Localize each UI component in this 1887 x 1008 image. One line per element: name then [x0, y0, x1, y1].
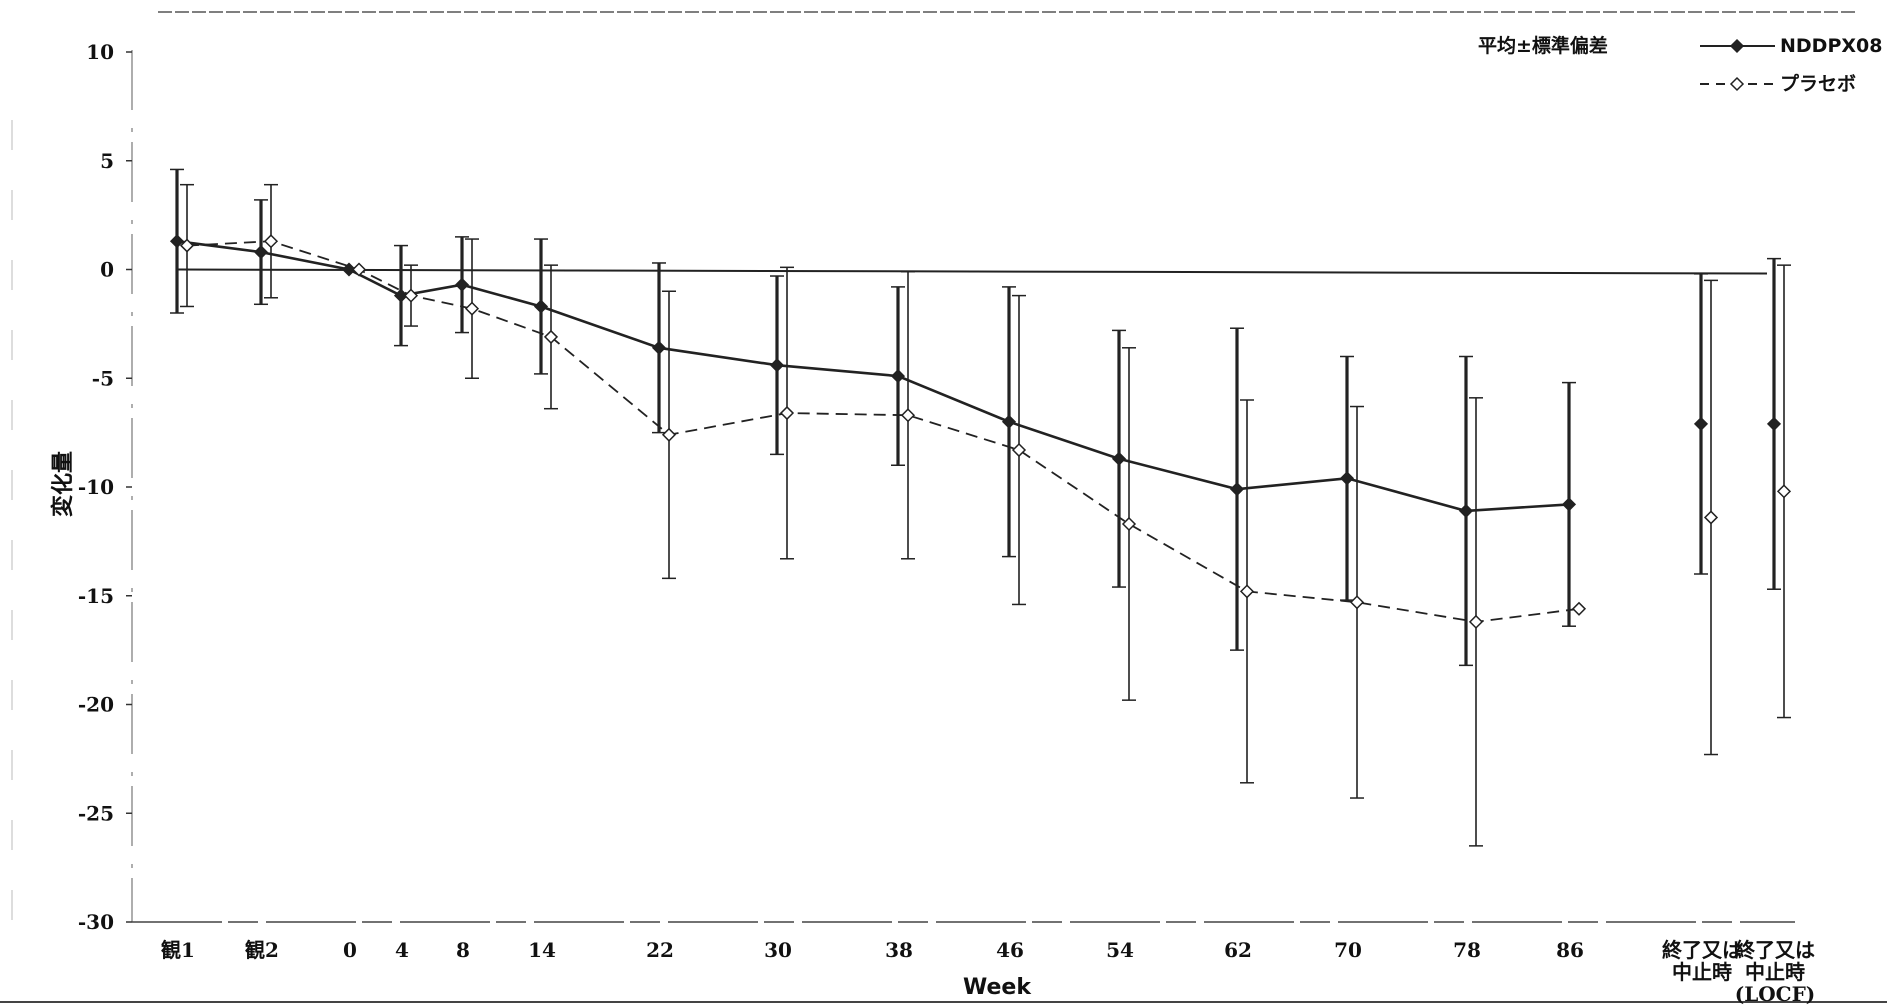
filled-diamond-marker: [1766, 416, 1782, 431]
x-tick-label-line: 46: [996, 938, 1024, 962]
zero-reference-line: [177, 268, 1768, 275]
filled-diamond-marker: [253, 245, 269, 260]
open-diamond-marker: [263, 234, 279, 249]
y-tick-label: -10: [78, 475, 114, 499]
x-tick-label: 70: [1334, 938, 1362, 962]
x-tick-label-line: 30: [764, 938, 792, 962]
filled-diamond-marker: [1111, 451, 1127, 466]
plot-area: [169, 168, 1792, 847]
x-tick-label-line: 終了又は: [1662, 938, 1742, 962]
x-tick-label-line: 0: [343, 938, 357, 962]
y-axis: 10 5 0 -5 -10 -15 -20 -25 -30: [78, 40, 133, 934]
x-tick-label-line: 観2: [245, 938, 279, 962]
open-diamond-marker: [1468, 614, 1484, 629]
open-diamond-marker: [351, 262, 367, 277]
y-tick-label: 5: [100, 149, 114, 173]
y-tick-label: -30: [78, 910, 114, 934]
x-tick-label-line: 38: [885, 938, 913, 962]
y-tick-label: -20: [78, 693, 114, 717]
x-tick-label: 観1: [161, 938, 195, 962]
series-line: [186, 240, 1580, 623]
filled-diamond-marker: [890, 369, 906, 384]
x-tick-label-line: 8: [456, 938, 470, 962]
filled-diamond-marker: [769, 358, 785, 373]
filled-diamond-marker: [393, 288, 409, 303]
x-tick-label: 30: [764, 938, 792, 962]
filled-diamond-marker: [1229, 482, 1245, 497]
open-diamond-marker: [543, 329, 559, 344]
x-tick-label-line: 観1: [161, 938, 195, 962]
x-tick-label-line: 14: [528, 938, 556, 962]
x-tick-label-line: 22: [646, 938, 674, 962]
x-tick-label-line: 86: [1556, 938, 1584, 962]
x-axis: 観1 観2 0 4 8 14 22 30 38 46 54 62 70 78 86 終了又は中止時終了又は中止…: [132, 921, 1816, 1006]
open-diamond-marker: [1121, 516, 1137, 532]
x-tick-label: 62: [1224, 938, 1252, 962]
y-tick-label: 0: [100, 258, 114, 282]
open-diamond-marker: [464, 301, 480, 316]
y-tick-label: -5: [92, 366, 114, 390]
open-diamond-marker: [1239, 584, 1255, 599]
x-tick-label: 54: [1106, 938, 1134, 962]
x-tick-label: 8: [456, 938, 470, 962]
x-tick-label: 4: [395, 938, 409, 962]
x-tick-label: 0: [343, 938, 357, 962]
y-tick-label: 10: [86, 40, 114, 64]
x-tick-label-line: (LOCF): [1735, 982, 1816, 1006]
filled-diamond-marker: [651, 340, 667, 355]
open-diamond-marker: [1703, 510, 1719, 525]
y-tick-label: -25: [78, 801, 114, 825]
x-tick-label-line: 78: [1453, 938, 1481, 962]
x-tick-label-line: 中止時: [1745, 960, 1805, 984]
open-diamond-marker: [1011, 442, 1027, 458]
legend-label: プラセボ: [1780, 72, 1856, 95]
x-tick-label-line: 4: [395, 938, 409, 962]
filled-diamond-marker: [169, 234, 185, 249]
open-diamond-marker: [1776, 484, 1792, 499]
stats-annotation: 平均±標準偏差: [1478, 34, 1608, 57]
x-axis-title: Week: [963, 975, 1032, 1000]
x-tick-label-line: 70: [1334, 938, 1362, 962]
filled-diamond-marker: [1561, 497, 1577, 512]
x-tick-label: 78: [1453, 938, 1481, 962]
x-tick-label: 86: [1556, 938, 1584, 962]
open-diamond-marker: [1729, 76, 1745, 92]
filled-diamond-marker: [1693, 416, 1709, 431]
open-diamond-marker: [900, 408, 916, 423]
legend: NDDPX08 プラセボ: [1700, 35, 1882, 95]
x-tick-label-line: 終了又は: [1735, 938, 1815, 962]
filled-diamond-marker: [1458, 503, 1474, 518]
filled-diamond-marker: [454, 277, 470, 292]
y-tick-label: -15: [78, 584, 114, 608]
x-tick-label: 終了又は中止時(LOCF): [1735, 938, 1816, 1006]
open-diamond-marker: [403, 288, 419, 303]
filled-diamond-marker: [1729, 38, 1745, 54]
open-diamond-marker: [179, 238, 195, 253]
filled-diamond-marker: [1339, 471, 1355, 486]
x-tick-label-line: 62: [1224, 938, 1252, 962]
series-1: [179, 183, 1792, 847]
open-diamond-marker: [1571, 601, 1587, 616]
open-diamond-marker: [779, 405, 795, 421]
x-tick-label: 14: [528, 938, 556, 962]
x-tick-label: 46: [996, 938, 1024, 962]
x-tick-label: 22: [646, 938, 674, 962]
series-line: [176, 239, 1570, 513]
legend-label: NDDPX08: [1780, 35, 1882, 57]
filled-diamond-marker: [1001, 414, 1017, 429]
filled-diamond-marker: [341, 262, 357, 277]
series-0: [169, 168, 1782, 667]
x-tick-label: 38: [885, 938, 913, 962]
filled-diamond-marker: [533, 299, 549, 314]
open-diamond-marker: [661, 427, 677, 442]
open-diamond-marker: [1349, 595, 1365, 610]
y-axis-title: 変化量: [50, 451, 76, 517]
x-tick-label-line: 中止時: [1672, 960, 1732, 984]
x-tick-label: 観2: [245, 938, 279, 962]
x-tick-label-line: 54: [1106, 938, 1134, 962]
x-tick-label: 終了又は中止時: [1662, 938, 1742, 984]
